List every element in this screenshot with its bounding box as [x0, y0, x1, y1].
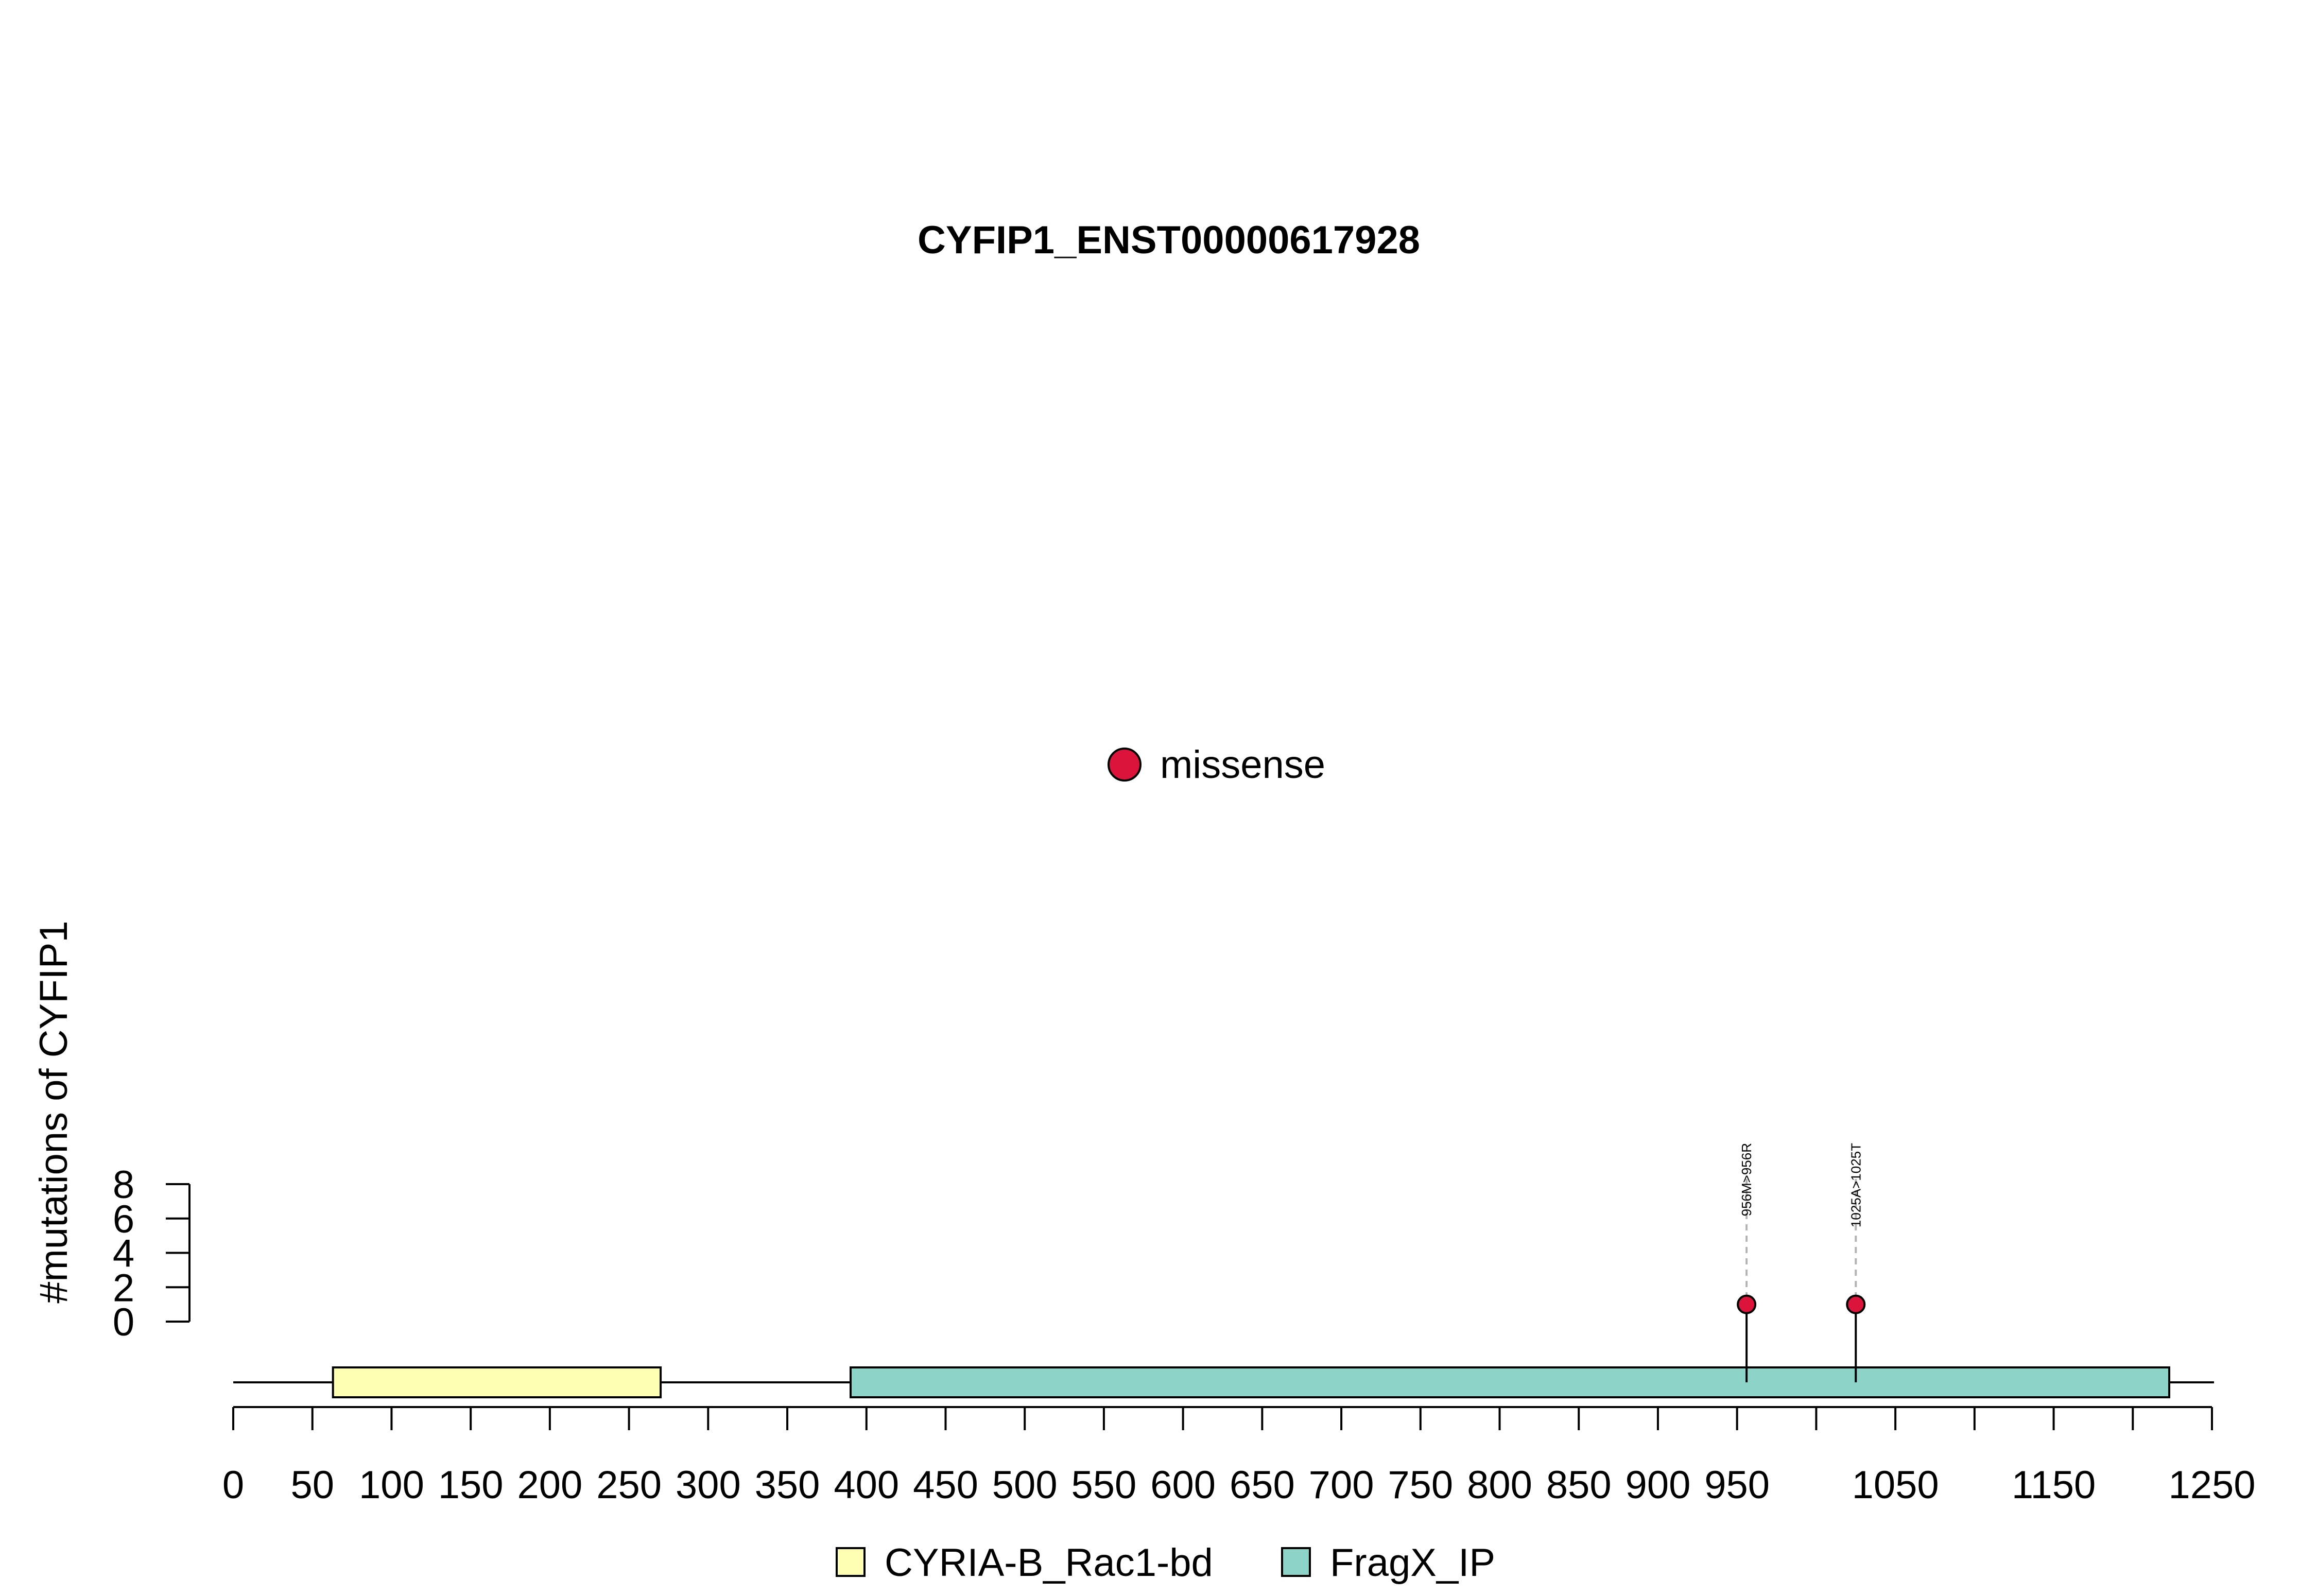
mutation-label-956: 956M>956R — [1739, 1143, 1754, 1216]
y-tick-label-0: 0 — [113, 1300, 134, 1344]
x-tick-label-450: 450 — [913, 1463, 978, 1507]
domain-FragX_IP — [850, 1366, 2170, 1398]
x-tick-label-150: 150 — [438, 1463, 504, 1507]
x-tick-label-350: 350 — [755, 1463, 820, 1507]
legend-FragX_IP-label: FragX_IP — [1330, 1541, 1495, 1585]
y-tick-label-6: 6 — [113, 1198, 134, 1241]
domain-CYRIA-B_Rac1-bd — [332, 1366, 662, 1398]
x-tick-label-950: 950 — [1704, 1463, 1770, 1507]
x-tick-label-550: 550 — [1071, 1463, 1137, 1507]
x-tick-label-1050: 1050 — [1852, 1463, 1939, 1507]
legend-CYRIA-B_Rac1-bd-label: CYRIA-B_Rac1-bd — [885, 1541, 1213, 1585]
x-tick-label-1250: 1250 — [2168, 1463, 2255, 1507]
x-tick-label-250: 250 — [596, 1463, 662, 1507]
mutation-point-1025 — [1846, 1294, 1866, 1314]
domain-legend: CYRIA-B_Rac1-bd FragX_IP — [836, 1541, 1495, 1585]
x-tick-label-0: 0 — [222, 1463, 244, 1507]
x-tick-label-1150: 1150 — [2012, 1463, 2096, 1507]
x-tick-label-900: 900 — [1626, 1463, 1691, 1507]
x-tick-label-750: 750 — [1388, 1463, 1453, 1507]
x-tick-label-800: 800 — [1467, 1463, 1532, 1507]
mutation-layer: 956M>956R 1025A>1025T — [1737, 1143, 1866, 1382]
mutation-point-956 — [1737, 1294, 1757, 1314]
y-tick-label-4: 4 — [113, 1232, 134, 1276]
x-tick-label-600: 600 — [1150, 1463, 1216, 1507]
domain-layer — [332, 1366, 2170, 1398]
x-tick-label-200: 200 — [517, 1463, 582, 1507]
mutation-legend: missense — [1108, 743, 1325, 787]
x-tick-label-400: 400 — [834, 1463, 899, 1507]
legend-missense-label: missense — [1160, 743, 1325, 787]
legend-missense-marker — [1108, 748, 1142, 782]
x-tick-label-50: 50 — [290, 1463, 334, 1507]
y-tick-label-2: 2 — [113, 1266, 134, 1310]
x-tick-label-500: 500 — [992, 1463, 1058, 1507]
y-axis-label: #mutations of CYFIP1 — [32, 921, 76, 1303]
x-tick-label-650: 650 — [1230, 1463, 1295, 1507]
chart-title: CYFIP1_ENST00000617928 — [918, 218, 1420, 262]
x-tick-label-850: 850 — [1546, 1463, 1612, 1507]
x-axis: 0 50 100 150 200 250 300 350 400 450 500 550 600 650 7… — [222, 1406, 2256, 1507]
legend-CYRIA-B_Rac1-bd-swatch — [836, 1547, 866, 1577]
y-tick-label-8: 8 — [113, 1163, 134, 1207]
legend-FragX_IP-swatch — [1281, 1547, 1311, 1577]
x-tick-label-300: 300 — [676, 1463, 741, 1507]
x-tick-label-100: 100 — [359, 1463, 424, 1507]
mutation-label-1025: 1025A>1025T — [1848, 1143, 1863, 1227]
x-tick-label-700: 700 — [1309, 1463, 1374, 1507]
